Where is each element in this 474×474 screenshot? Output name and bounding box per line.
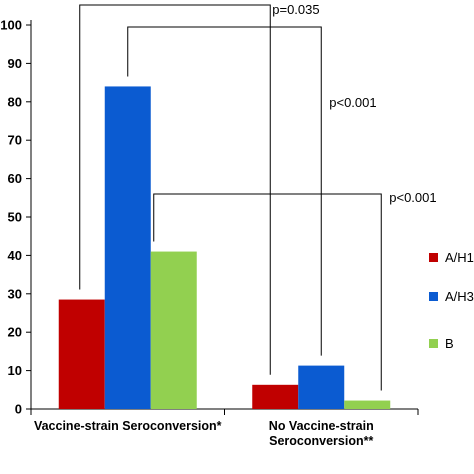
significance-bracket (153, 193, 382, 391)
bar (298, 365, 345, 409)
significance-label: p=0.035 (272, 2, 319, 17)
x-tick-label: Seroconversion** (269, 434, 373, 448)
y-tick-label: 20 (8, 325, 22, 340)
legend-swatch (429, 292, 438, 301)
bar (252, 384, 299, 409)
bar (150, 251, 197, 409)
legend-label: B (445, 336, 454, 351)
x-tick-label: Vaccine-strain Seroconversion* (34, 419, 222, 433)
y-tick-label: 10 (8, 363, 22, 378)
y-tick-label: 60 (8, 171, 22, 186)
bar (58, 299, 105, 409)
labels: 0 10 20 30 40 50 60 70 80 90 100 Vaccine-strain Ser… (0, 2, 436, 448)
legend: A/H1 A/H3 B (429, 250, 474, 351)
bar (344, 400, 391, 409)
y-tick-label: 70 (8, 133, 22, 148)
legend-swatch (429, 253, 438, 262)
significance-bracket (79, 4, 271, 375)
legend-label: A/H3 (445, 289, 474, 304)
bar (104, 86, 151, 409)
significance-label: p<0.001 (329, 95, 376, 110)
legend-label: A/H1 (445, 250, 474, 265)
y-tick-label: 90 (8, 56, 22, 71)
y-tick-label: 0 (15, 402, 22, 417)
y-tick-label: 50 (8, 210, 22, 225)
y-tick-label: 80 (8, 94, 22, 109)
y-tick-label: 30 (8, 286, 22, 301)
legend-swatch (429, 339, 438, 348)
x-tick-label: No Vaccine-strain (269, 419, 374, 433)
significance-brackets (79, 4, 382, 391)
significance-label: p<0.001 (389, 190, 436, 205)
y-tick-label: 40 (8, 248, 22, 263)
significance-bracket (127, 26, 322, 356)
bars (58, 86, 391, 409)
y-tick-label: 100 (0, 18, 22, 33)
